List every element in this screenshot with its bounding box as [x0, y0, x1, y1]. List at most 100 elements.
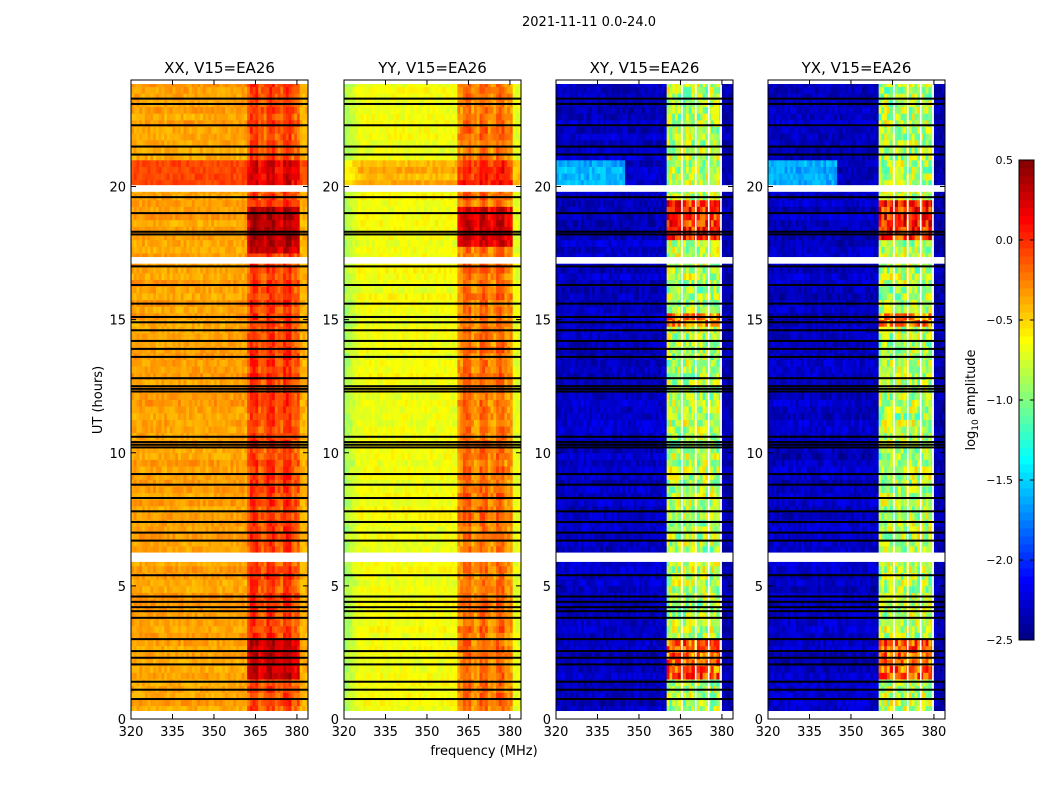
heatmap-cell [178, 332, 182, 340]
heatmap-cell [139, 579, 143, 587]
heatmap-cell [288, 652, 292, 660]
heatmap-cell [274, 213, 278, 221]
heatmap-cell [294, 525, 298, 534]
heatmap-cell [283, 306, 287, 314]
heatmap-cell [147, 293, 151, 301]
heatmap-cell [283, 419, 287, 427]
heatmap-cell [144, 426, 148, 434]
heatmap-cell [283, 506, 287, 514]
heatmap-cell [249, 625, 254, 633]
heatmap-cell [197, 226, 201, 234]
heatmap-cell [142, 585, 146, 593]
heatmap-cell [197, 459, 201, 467]
heatmap-cell [142, 266, 146, 274]
heatmap-cell [260, 412, 265, 420]
heatmap-cell [238, 399, 243, 407]
heatmap-cell [227, 199, 231, 207]
heatmap-cell [241, 293, 245, 301]
heatmap-cell [233, 559, 237, 567]
heatmap-cell [211, 659, 215, 667]
heatmap-cell [164, 293, 168, 301]
heatmap-cell [147, 705, 151, 713]
heatmap-cell [305, 372, 309, 380]
heatmap-cell [183, 559, 187, 567]
heatmap-cell [186, 499, 190, 507]
heatmap-cell [213, 246, 218, 254]
heatmap-cell [252, 219, 256, 227]
heatmap-cell [153, 279, 157, 287]
heatmap-cell [172, 532, 176, 540]
heatmap-cell [211, 219, 215, 227]
heatmap-cell [263, 199, 267, 207]
heatmap-cell [241, 612, 245, 620]
heatmap-cell [183, 419, 187, 427]
heatmap-cell [208, 392, 212, 400]
heatmap-cell [285, 605, 290, 613]
heatmap-cell [280, 246, 284, 254]
heatmap-cell [142, 532, 146, 540]
heatmap-cell [191, 499, 196, 507]
heatmap-cell [299, 306, 303, 314]
heatmap-cell [219, 266, 223, 274]
heatmap-cell [197, 512, 201, 520]
heatmap-cell [230, 246, 234, 254]
heatmap-cell [205, 639, 209, 647]
heatmap-cell [216, 619, 220, 627]
heatmap-cell [225, 619, 229, 627]
heatmap-cell [283, 412, 287, 420]
heatmap-cell [189, 366, 193, 374]
heatmap-cell [136, 273, 140, 281]
heatmap-cell [142, 459, 146, 467]
heatmap-cell [180, 412, 184, 420]
heatmap-cell [194, 233, 198, 241]
heatmap-cell [144, 512, 148, 520]
heatmap-cell [164, 412, 168, 420]
heatmap-cell [186, 286, 190, 294]
heatmap-cell [213, 379, 218, 387]
heatmap-cell [266, 639, 270, 647]
heatmap-cell [197, 466, 201, 474]
heatmap-cell [147, 239, 151, 247]
heatmap-cell [158, 652, 162, 660]
heatmap-cell [144, 652, 148, 660]
heatmap-cell [272, 246, 276, 254]
heatmap-cell [285, 525, 290, 534]
heatmap-cell [272, 219, 276, 227]
heatmap-cell [291, 253, 295, 261]
heatmap-cell [247, 266, 251, 274]
heatmap-cell [147, 619, 151, 627]
heatmap-cell [299, 632, 303, 640]
heatmap-cell [172, 612, 176, 620]
heatmap-cell [302, 492, 306, 500]
heatmap-cell [205, 659, 209, 667]
heatmap-cell [139, 286, 143, 294]
heatmap-cell [189, 472, 193, 480]
heatmap-cell [272, 419, 276, 427]
heatmap-cell [178, 579, 182, 587]
heatmap-cell [197, 392, 201, 400]
heatmap-cell [252, 359, 256, 367]
heatmap-cell [166, 226, 171, 234]
heatmap-cell [249, 692, 254, 700]
heatmap-cell [186, 233, 190, 241]
heatmap-cell [266, 525, 270, 534]
heatmap-cell [183, 266, 187, 274]
heatmap-cell [191, 672, 196, 680]
heatmap-cell [161, 266, 165, 274]
heatmap-cell [302, 459, 306, 467]
heatmap-cell [296, 486, 301, 494]
heatmap-cell [131, 372, 135, 380]
heatmap-cell [194, 286, 198, 294]
heatmap-cell [296, 652, 301, 660]
heatmap-cell [227, 539, 231, 547]
heatmap-cell [136, 213, 140, 221]
heatmap-cell [227, 545, 231, 553]
heatmap-cell [305, 699, 309, 707]
heatmap-cell [200, 226, 204, 234]
heatmap-cell [213, 446, 218, 454]
heatmap-cell [272, 206, 276, 214]
heatmap-cell [180, 466, 184, 474]
heatmap-cell [225, 379, 229, 387]
heatmap-cell [302, 652, 306, 660]
heatmap-cell [208, 705, 212, 713]
